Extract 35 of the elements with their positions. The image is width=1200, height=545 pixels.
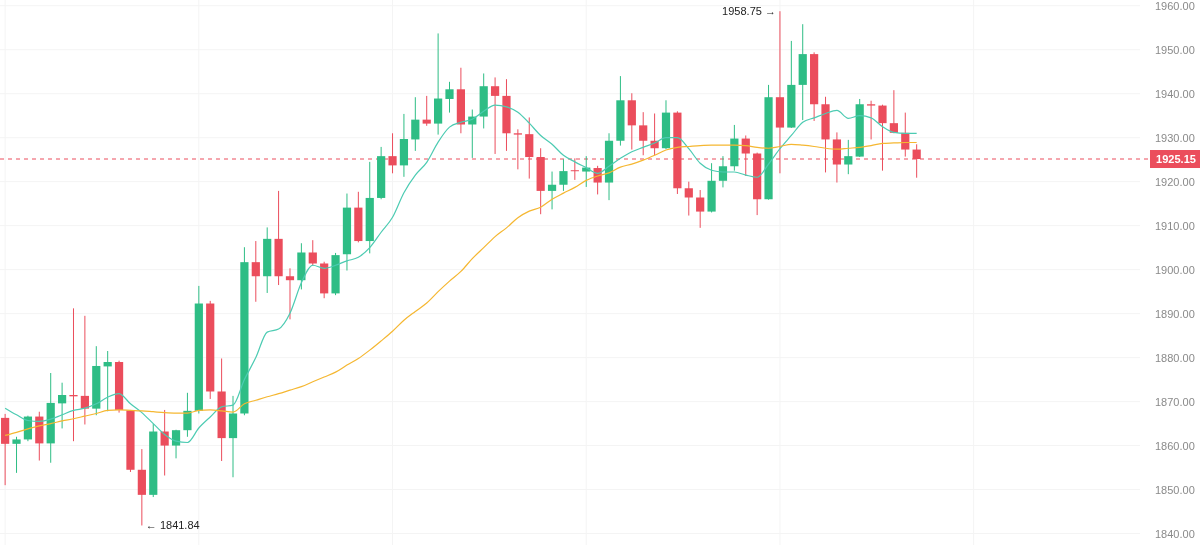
- y-tick-label: 1900.00: [1155, 263, 1195, 276]
- candlestick: [183, 392, 192, 438]
- y-tick-label: 1880.00: [1155, 351, 1195, 364]
- candlestick: [889, 89, 898, 134]
- ref-line-label: 1925.15: [1156, 153, 1196, 166]
- candlestick: [58, 382, 67, 429]
- candlestick: [547, 171, 557, 210]
- candlestick: [251, 240, 260, 303]
- annotation: ← 1841.84: [145, 519, 200, 532]
- annotation: 1958.75 →: [722, 5, 776, 18]
- y-tick-label: 1930.00: [1155, 131, 1195, 144]
- candlestick: [866, 100, 876, 140]
- candlestick: [308, 239, 317, 266]
- y-tick-label: 1840.00: [1155, 527, 1195, 540]
- y-tick-label: 1870.00: [1155, 395, 1195, 408]
- y-tick-label: 1950.00: [1155, 43, 1195, 56]
- candlestick: [696, 189, 705, 229]
- candlestick: [422, 95, 431, 127]
- y-tick-label: 1920.00: [1155, 175, 1195, 188]
- y-tick-label: 1850.00: [1155, 483, 1195, 496]
- candlestick: [445, 81, 454, 114]
- candlestick: [411, 96, 420, 152]
- y-tick-label: 1940.00: [1155, 87, 1195, 100]
- y-tick-label: 1910.00: [1155, 219, 1195, 232]
- y-tick-label: 1860.00: [1155, 439, 1195, 452]
- candlestick: [684, 181, 693, 217]
- candlestick: [639, 111, 648, 156]
- candlestick: [490, 76, 500, 155]
- candlestick: [285, 267, 295, 320]
- y-tick-label: 1960.00: [1155, 0, 1195, 12]
- candlestick: [80, 315, 89, 425]
- y-tick-label: 1890.00: [1155, 307, 1195, 320]
- candlestick: [12, 436, 21, 474]
- candlestick: [844, 139, 853, 175]
- candlestick: [559, 158, 568, 192]
